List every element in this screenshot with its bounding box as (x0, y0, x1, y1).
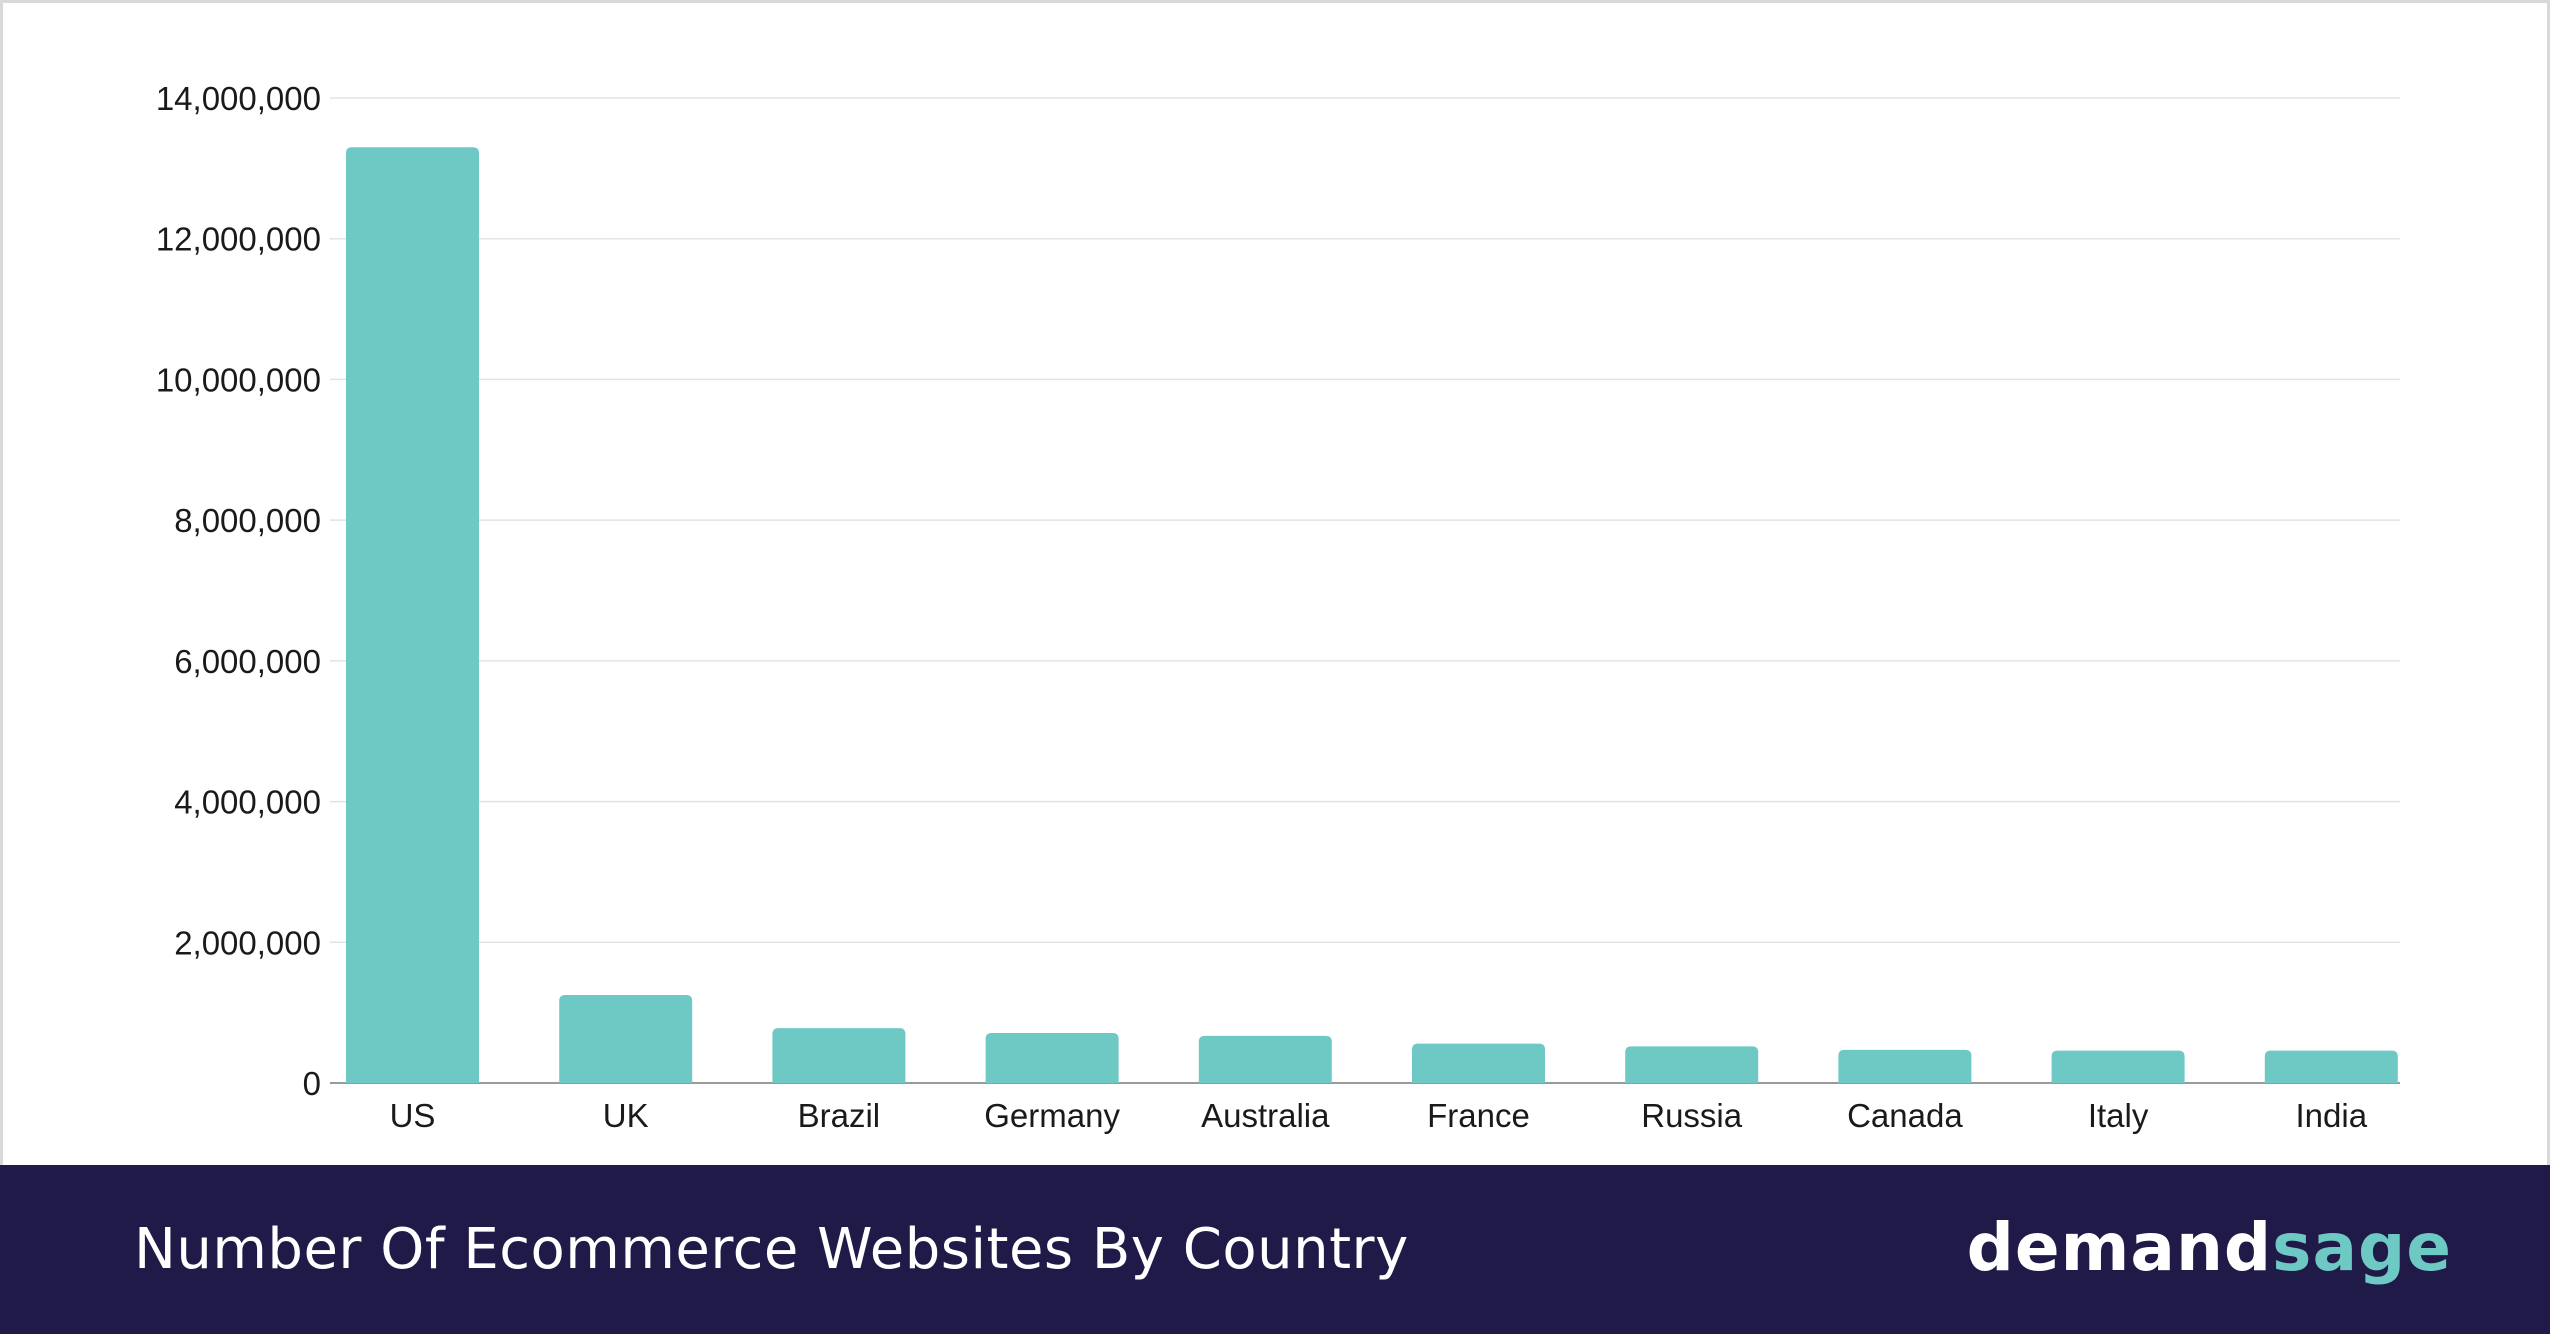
chart-title: Number Of Ecommerce Websites By Country (134, 1217, 1409, 1282)
x-tick-label: US (390, 1097, 436, 1134)
bar-italy (2051, 1050, 2185, 1083)
x-tick-label: UK (603, 1097, 649, 1134)
bars (346, 147, 2398, 1083)
bar-brazil (772, 1028, 906, 1083)
x-tick-label: Brazil (798, 1097, 881, 1134)
y-tick-label: 10,000,000 (156, 361, 321, 398)
bar-canada (1838, 1049, 1972, 1083)
x-axis-ticks: US UK Brazil Germany Australia France Russia Ca… (390, 1097, 2368, 1134)
y-tick-label: 6,000,000 (174, 643, 321, 680)
brand-logo: demandsage (1967, 1165, 2452, 1334)
y-tick-label: 4,000,000 (174, 784, 321, 821)
x-tick-label: Germany (984, 1097, 1120, 1134)
x-tick-label: Australia (1201, 1097, 1330, 1134)
x-tick-label: France (1427, 1097, 1530, 1134)
bar-australia (1198, 1035, 1332, 1083)
y-tick-label: 0 (303, 1065, 321, 1102)
bar-chart: 0 2,000,000 4,000,000 6,000,000 8,000,000 10,… (156, 80, 2400, 1134)
brand-logo-part1: demand (1966, 1209, 2273, 1286)
x-tick-label: India (2296, 1097, 2368, 1134)
y-axis-ticks: 0 2,000,000 4,000,000 6,000,000 8,000,000 10,… (156, 80, 321, 1102)
y-tick-label: 2,000,000 (174, 924, 321, 961)
bar-uk (559, 995, 693, 1083)
y-tick-label: 14,000,000 (156, 80, 321, 117)
y-tick-label: 8,000,000 (174, 502, 321, 539)
brand-logo-part2: sage (2272, 1209, 2452, 1286)
footer-banner: Number Of Ecommerce Websites By Country … (0, 1165, 2550, 1334)
bar-france (1412, 1043, 1545, 1083)
gridlines (330, 97, 2400, 1084)
bar-us (346, 147, 479, 1083)
x-tick-label: Italy (2088, 1097, 2149, 1134)
x-tick-label: Canada (1847, 1097, 1963, 1134)
bar-germany (985, 1033, 1119, 1083)
y-tick-label: 12,000,000 (156, 221, 321, 258)
bar-india (2264, 1050, 2398, 1083)
x-tick-label: Russia (1641, 1097, 1743, 1134)
bar-russia (1625, 1046, 1759, 1083)
